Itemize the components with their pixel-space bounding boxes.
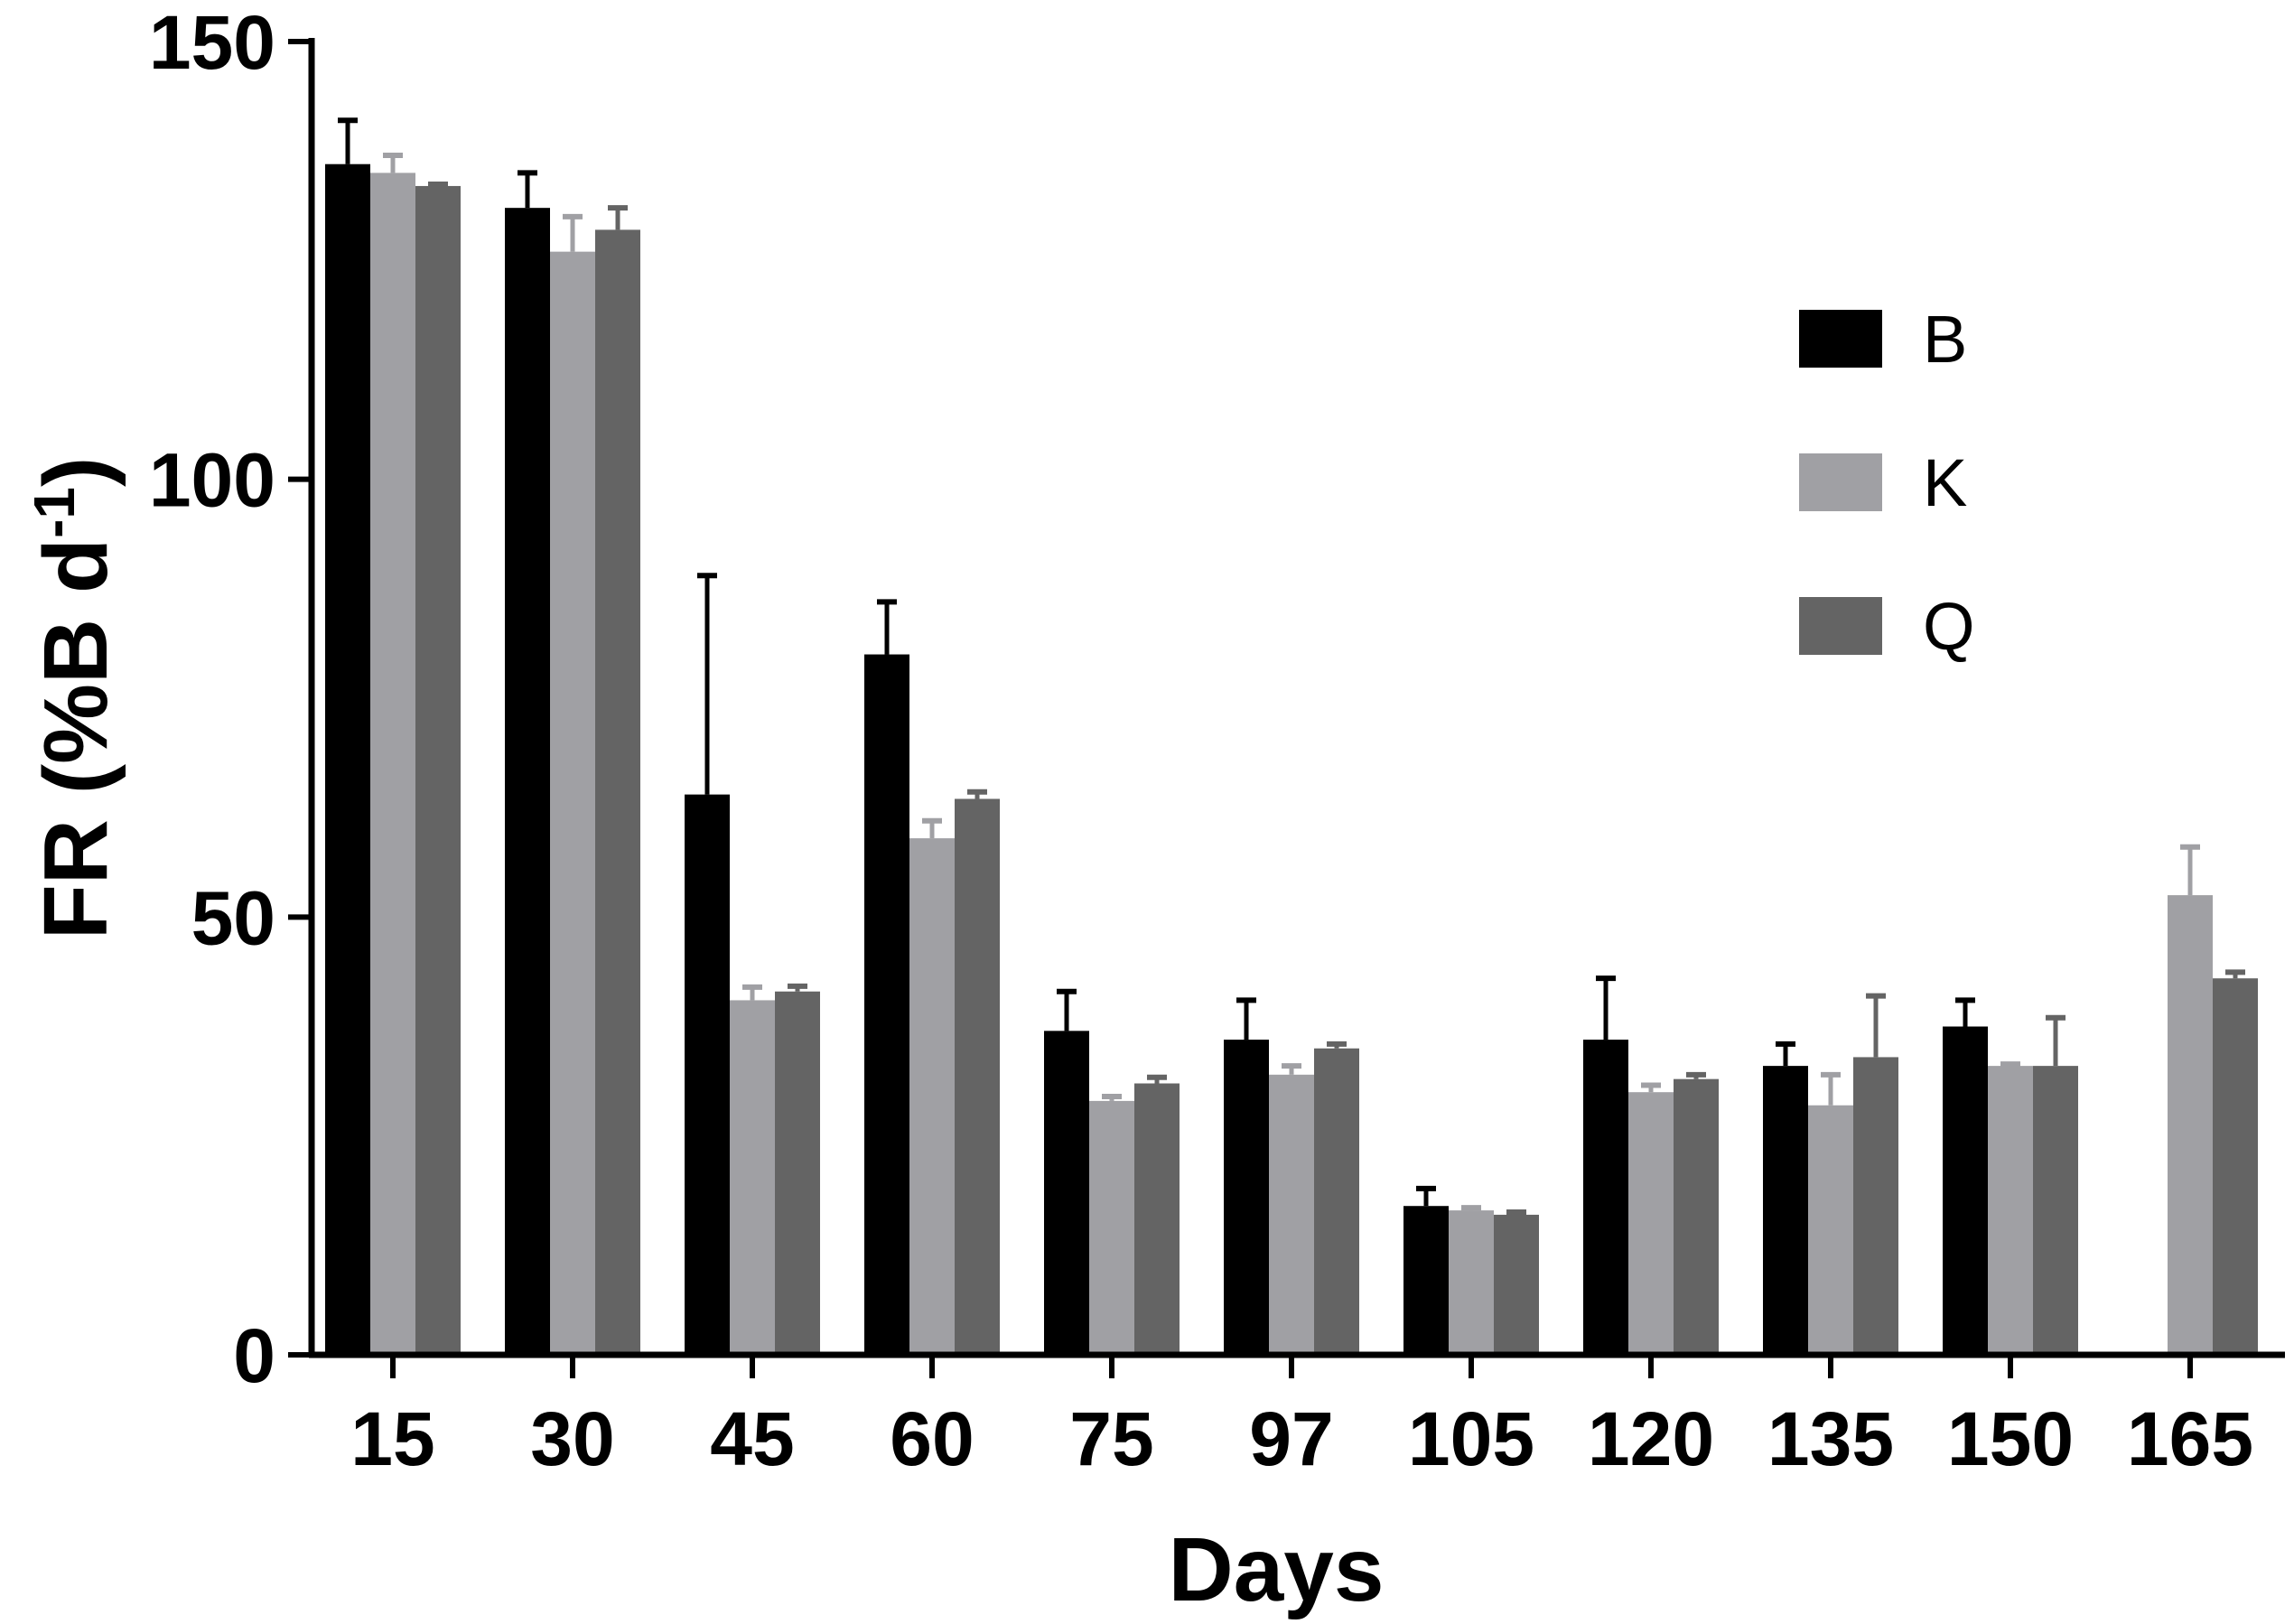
bar-B-120 (1583, 1040, 1628, 1355)
legend-swatch-Q (1799, 597, 1882, 655)
bar-B-105 (1403, 1206, 1449, 1355)
bar-B-45 (685, 794, 730, 1355)
bar-B-75 (1044, 1031, 1089, 1355)
y-tick-label-100: 100 (149, 438, 275, 523)
bar-K-45 (730, 1000, 775, 1355)
y-axis-title: FR (%B d-1) (22, 457, 126, 940)
x-tick-label-15: 15 (350, 1396, 434, 1481)
y-tick-label-0: 0 (233, 1313, 275, 1398)
x-axis-title: Days (1168, 1519, 1384, 1620)
bar-K-75 (1089, 1100, 1134, 1355)
x-tick-label-75: 75 (1069, 1396, 1153, 1481)
x-tick-label-45: 45 (710, 1396, 794, 1481)
bar-K-135 (1808, 1105, 1853, 1355)
bar-Q-15 (415, 185, 461, 1356)
bar-Q-150 (2033, 1066, 2078, 1355)
legend-swatch-K (1799, 453, 1882, 511)
y-tick-label-150: 150 (149, 0, 275, 85)
bar-Q-105 (1494, 1214, 1539, 1355)
x-tick-label-97: 97 (1249, 1396, 1333, 1481)
y-axis-title-main: FR (%B d (25, 538, 126, 939)
bar-Q-165 (2213, 978, 2258, 1355)
bar-Q-135 (1853, 1057, 1898, 1355)
bar-K-120 (1628, 1092, 1674, 1355)
x-tick-label-135: 135 (1767, 1396, 1894, 1481)
bar-K-97 (1269, 1074, 1314, 1355)
legend-label-Q: Q (1923, 589, 1975, 664)
legend-label-B: B (1923, 302, 1967, 377)
bar-K-105 (1449, 1210, 1494, 1355)
bars-group (325, 163, 2258, 1356)
bar-B-60 (864, 654, 909, 1355)
axes-group: 15 30 45 60 75 97 105 120 135 150 165 0 50 100 150 (149, 0, 2285, 1481)
legend: BKQ (1799, 302, 1975, 664)
bar-Q-60 (955, 798, 1000, 1355)
x-tick-label-150: 150 (1947, 1396, 2074, 1481)
x-tick-label-30: 30 (530, 1396, 614, 1481)
bar-K-150 (1988, 1066, 2033, 1355)
legend-swatch-B (1799, 310, 1882, 368)
bar-Q-30 (595, 229, 640, 1356)
bar-B-97 (1224, 1040, 1269, 1355)
bar-Q-75 (1134, 1083, 1180, 1355)
y-tick-label-50: 50 (191, 875, 275, 960)
x-tick-label-165: 165 (2127, 1396, 2253, 1481)
bar-Q-120 (1674, 1078, 1719, 1355)
x-tick-label-105: 105 (1408, 1396, 1534, 1481)
bar-Q-97 (1314, 1048, 1359, 1355)
y-axis-title-close: ) (25, 457, 126, 487)
bar-B-135 (1763, 1066, 1808, 1355)
bar-B-15 (325, 163, 370, 1355)
legend-label-K: K (1923, 445, 1967, 520)
bar-B-30 (505, 208, 550, 1355)
bar-Q-45 (775, 991, 820, 1355)
bar-K-165 (2168, 895, 2213, 1355)
x-tick-label-60: 60 (890, 1396, 974, 1481)
bar-B-150 (1943, 1026, 1988, 1355)
bar-K-30 (550, 251, 595, 1355)
bar-K-15 (370, 173, 415, 1355)
x-tick-label-120: 120 (1588, 1396, 1714, 1481)
error-bars-group (338, 117, 2245, 1215)
y-axis-title-superscript: -1 (22, 487, 87, 538)
bar-K-60 (909, 838, 955, 1355)
